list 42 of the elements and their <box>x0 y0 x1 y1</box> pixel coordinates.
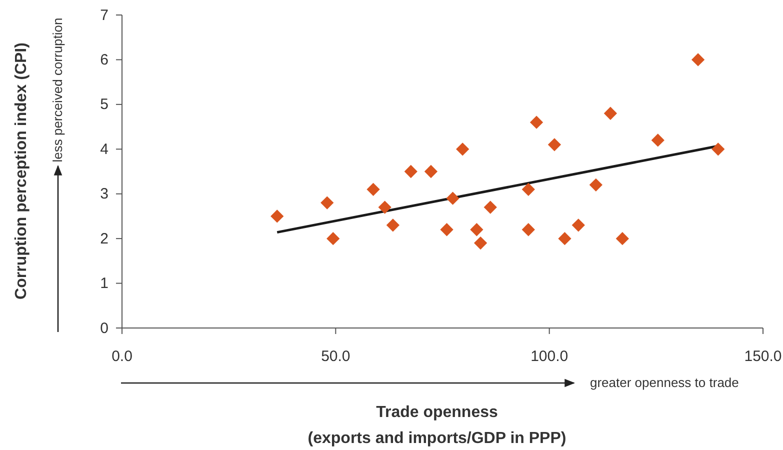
x-axis-title: Trade openness (exports and imports/GDP in PPP) <box>308 404 566 447</box>
point <box>522 182 535 196</box>
point <box>712 142 725 156</box>
point <box>691 53 705 66</box>
point <box>474 236 488 250</box>
point <box>326 232 340 246</box>
point <box>446 192 460 205</box>
point <box>522 223 535 236</box>
y-tick-label: 2 <box>100 230 108 248</box>
x-tick-label: 50.0 <box>321 348 350 365</box>
y-tick-label: 3 <box>100 186 108 203</box>
point <box>386 218 400 232</box>
point <box>616 232 629 246</box>
y-tick-label: 5 <box>100 96 108 114</box>
point <box>589 178 602 192</box>
point <box>558 232 572 246</box>
point <box>604 106 618 120</box>
point <box>572 218 585 232</box>
point <box>548 138 562 152</box>
point <box>404 164 418 178</box>
x-tick-label: 0.0 <box>112 348 132 365</box>
text: less perceived corruption <box>50 18 65 162</box>
point <box>530 116 544 129</box>
y-tick-label: 4 <box>100 140 108 158</box>
y-axis-title: Corruption perception index (CPI) <box>13 42 30 300</box>
point <box>440 223 454 236</box>
text: greater openness to trade <box>590 375 739 390</box>
y-tick-label: 0 <box>100 320 108 337</box>
y-tick-label: 6 <box>100 52 108 69</box>
point <box>470 223 484 236</box>
point <box>270 210 284 223</box>
point <box>484 200 497 214</box>
point <box>366 182 380 196</box>
point <box>320 196 334 210</box>
y-tick-label: 1 <box>100 275 108 292</box>
point <box>378 200 392 214</box>
x-tick-label: 150.0 <box>744 348 782 365</box>
y-tick-label: 7 <box>100 6 108 24</box>
point <box>424 164 438 178</box>
point <box>651 134 664 147</box>
x-tick-label: 100.0 <box>530 348 568 365</box>
point <box>456 142 470 156</box>
